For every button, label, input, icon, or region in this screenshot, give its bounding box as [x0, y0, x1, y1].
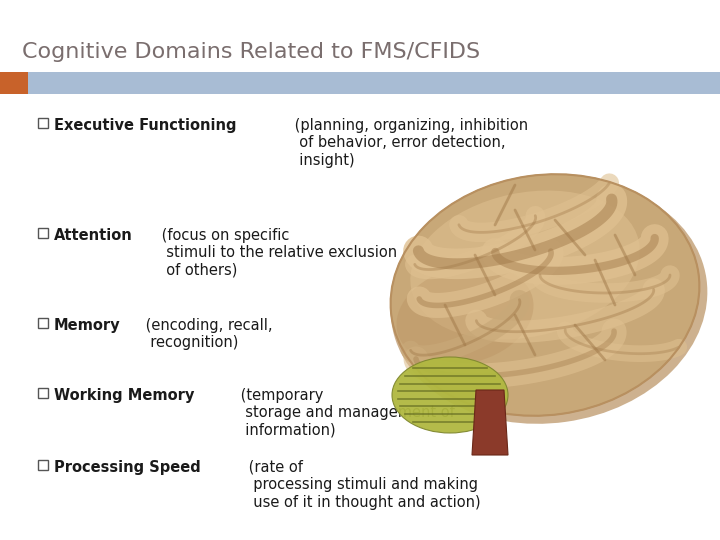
Text: (planning, organizing, inhibition
  of behavior, error detection,
  insight): (planning, organizing, inhibition of beh…	[290, 118, 528, 168]
Ellipse shape	[391, 174, 699, 416]
Bar	[0, 72, 28, 94]
Text: Attention: Attention	[54, 228, 132, 243]
Ellipse shape	[391, 178, 707, 424]
Bar	[38, 318, 48, 328]
Ellipse shape	[410, 191, 639, 340]
Bar	[38, 118, 48, 128]
Text: Cognitive Domains Related to FMS/CFIDS: Cognitive Domains Related to FMS/CFIDS	[22, 42, 480, 62]
Bar	[38, 388, 48, 398]
Text: Working Memory: Working Memory	[54, 388, 194, 403]
Text: (focus on specific
  stimuli to the relative exclusion
  of others): (focus on specific stimuli to the relati…	[157, 228, 397, 278]
Bar	[0, 72, 720, 94]
Bar	[38, 460, 48, 470]
Text: Memory: Memory	[54, 318, 121, 333]
Text: (rate of
  processing stimuli and making
  use of it in thought and action): (rate of processing stimuli and making u…	[244, 460, 481, 510]
Text: Executive Functioning: Executive Functioning	[54, 118, 236, 133]
Text: Processing Speed: Processing Speed	[54, 460, 201, 475]
PathPatch shape	[472, 390, 508, 455]
Ellipse shape	[392, 357, 508, 433]
Text: (temporary
  storage and management of
  information): (temporary storage and management of inf…	[236, 388, 455, 438]
Text: (encoding, recall,
  recognition): (encoding, recall, recognition)	[141, 318, 272, 350]
Ellipse shape	[397, 265, 534, 364]
Bar	[38, 228, 48, 238]
